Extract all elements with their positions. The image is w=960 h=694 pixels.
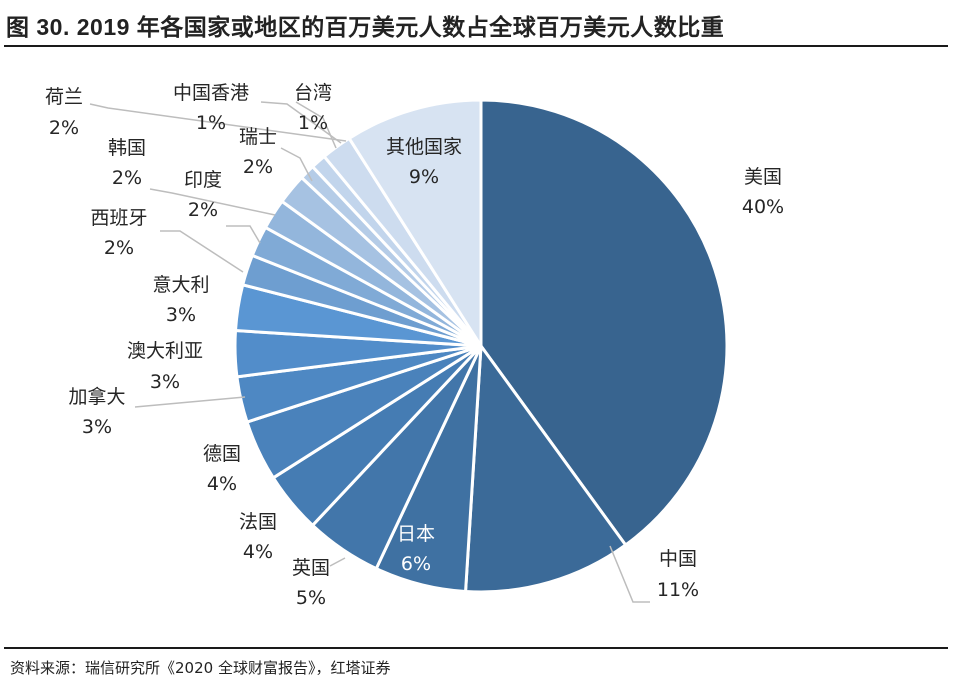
slice-name-label: 中国香港 xyxy=(173,82,249,104)
slice-value-label: 2% xyxy=(104,237,134,259)
slice-value-label: 4% xyxy=(243,541,273,563)
slice-value-label: 1% xyxy=(196,112,226,134)
slice-value-label: 6% xyxy=(401,553,431,575)
slice-value-label: 11% xyxy=(657,579,699,601)
leader-line-16 xyxy=(89,103,347,142)
pie-slice-17 xyxy=(347,98,483,348)
slice-labels: 美国40%中国11%日本6%英国5%法国4%德国4%加拿大3%澳大利亚3%意大利… xyxy=(45,82,784,609)
leader-lines xyxy=(89,101,650,603)
slice-name-label: 英国 xyxy=(292,557,330,579)
slice-value-label: 1% xyxy=(298,112,328,134)
leader-line-13 xyxy=(280,147,313,182)
slice-name-label: 日本 xyxy=(397,523,435,545)
slice-name-label: 法国 xyxy=(239,511,277,533)
slice-value-label: 3% xyxy=(166,304,196,326)
slice-value-label: 2% xyxy=(243,156,273,178)
slice-value-label: 2% xyxy=(112,167,142,189)
source-note: 资料来源：瑞信研究所《2020 全球财富报告》，红塔证券 xyxy=(10,659,391,677)
leader-line-11 xyxy=(226,225,261,244)
slice-value-label: 2% xyxy=(188,199,218,221)
leader-line-12 xyxy=(149,188,276,216)
leader-line-10 xyxy=(160,230,244,273)
slice-name-label: 荷兰 xyxy=(45,86,83,108)
slice-name-label: 加拿大 xyxy=(68,385,125,408)
slice-name-label: 西班牙 xyxy=(90,207,147,229)
slice-value-label: 3% xyxy=(82,416,112,438)
pie-slice-2 xyxy=(464,344,628,594)
figure-title: 图 30. 2019 年各国家或地区的百万美元人数占全球百万美元人数比重 xyxy=(6,14,725,40)
slice-name-label: 中国 xyxy=(659,548,697,570)
slice-value-label: 2% xyxy=(49,117,79,139)
slice-name-label: 美国 xyxy=(744,166,782,188)
slice-name-label: 台湾 xyxy=(294,82,332,104)
title-rule xyxy=(4,45,948,47)
leader-line-15 xyxy=(260,101,342,144)
leader-line-7 xyxy=(134,396,246,408)
pie-slice-1 xyxy=(479,98,729,547)
leader-line-14 xyxy=(295,101,337,149)
slice-name-label: 韩国 xyxy=(108,137,146,159)
slice-name-label: 印度 xyxy=(184,169,222,191)
slice-value-label: 3% xyxy=(150,371,180,393)
slice-name-label: 其他国家 xyxy=(386,136,462,158)
leader-line-4 xyxy=(329,557,346,567)
slice-name-label: 澳大利亚 xyxy=(127,340,203,362)
pie-slices xyxy=(233,98,729,594)
footer-rule xyxy=(4,647,948,649)
slice-name-label: 意大利 xyxy=(152,274,209,296)
slice-value-label: 5% xyxy=(296,587,326,609)
slice-value-label: 4% xyxy=(207,473,237,495)
slice-value-label: 9% xyxy=(409,166,439,188)
leader-line-2 xyxy=(609,545,650,603)
slice-value-label: 40% xyxy=(742,196,784,218)
slice-name-label: 瑞士 xyxy=(239,126,277,148)
slice-name-label: 德国 xyxy=(203,443,241,465)
